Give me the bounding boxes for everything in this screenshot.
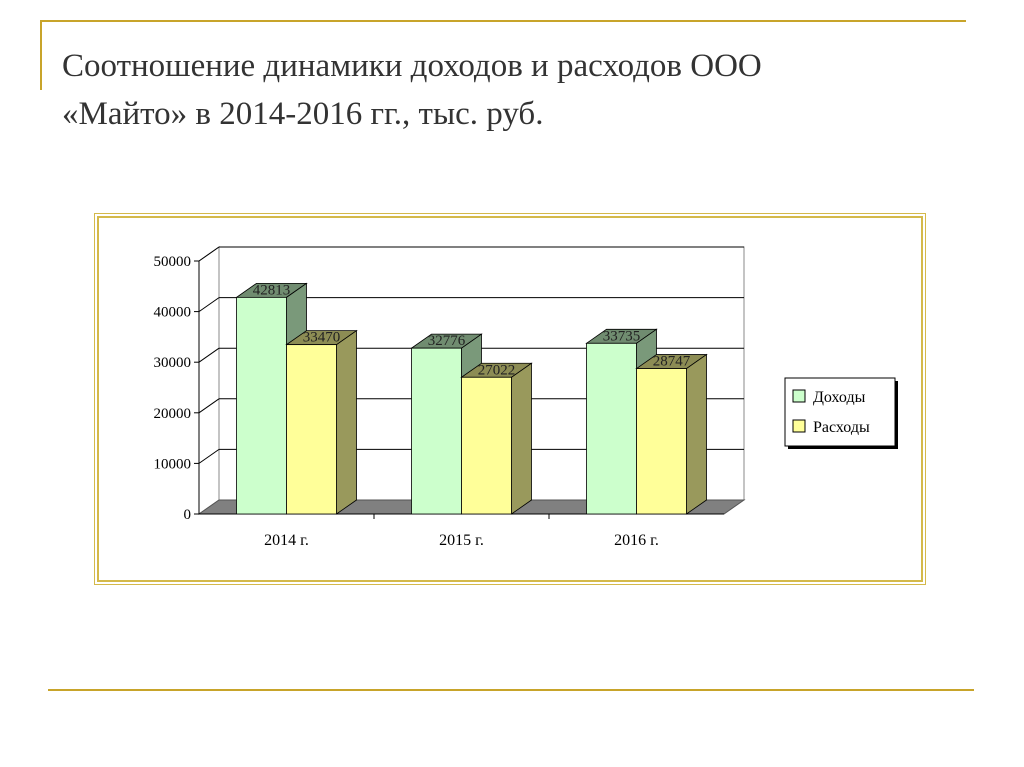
y-tick-label: 50000: [154, 254, 192, 270]
gridline-side: [198, 398, 220, 414]
chart-side-wall: [198, 246, 220, 515]
gridline-side: [198, 347, 220, 363]
bar: [411, 347, 462, 515]
top-rule: [40, 20, 966, 22]
bar-data-label: 32776: [428, 333, 466, 349]
bar-chart: 0 10000 20000 30000 40000 50000 2014 г. 42813 33…: [154, 246, 898, 549]
legend-label: Доходы: [813, 389, 866, 406]
bar: [286, 344, 337, 515]
x-tick-label: 2016 г.: [614, 532, 659, 549]
left-rule: [40, 20, 42, 90]
y-tick-label: 20000: [154, 406, 192, 422]
chart-frame: 0 10000 20000 30000 40000 50000 2014 г. 42813 33…: [94, 213, 926, 585]
gridline-side: [198, 448, 220, 464]
x-tick-label: 2014 г.: [264, 532, 309, 549]
bar-side-face: [511, 362, 532, 515]
bar: [236, 296, 287, 515]
bar-data-label: 33470: [303, 330, 341, 346]
slide-title: Соотношение динамики доходов и расходов …: [62, 42, 942, 138]
bar-data-label: 33735: [603, 328, 641, 344]
bar: [586, 342, 637, 515]
bar: [636, 368, 687, 515]
bar-data-label: 42813: [253, 282, 291, 298]
legend-swatch: [792, 389, 806, 403]
y-tick-label: 0: [184, 507, 192, 523]
y-tick-label: 40000: [154, 305, 192, 321]
bar-side-face: [686, 353, 707, 515]
title-line-2: «Майто» в 2014-2016 гг., тыс. руб.: [62, 96, 544, 132]
legend-box: [784, 377, 896, 447]
title-line-1: Соотношение динамики доходов и расходов …: [62, 48, 762, 84]
x-tick-label: 2015 г.: [439, 532, 484, 549]
legend-swatch: [792, 419, 806, 433]
y-tick-label: 10000: [154, 456, 192, 472]
bar-data-label: 27022: [478, 362, 516, 378]
bottom-rule: [48, 689, 974, 691]
bar-data-label: 28747: [653, 354, 691, 370]
y-tick-label: 30000: [154, 355, 192, 371]
bar: [461, 376, 512, 515]
gridline-side: [198, 246, 220, 262]
bar-side-face: [336, 329, 357, 515]
gridline-side: [198, 297, 220, 313]
legend-label: Расходы: [813, 419, 870, 436]
